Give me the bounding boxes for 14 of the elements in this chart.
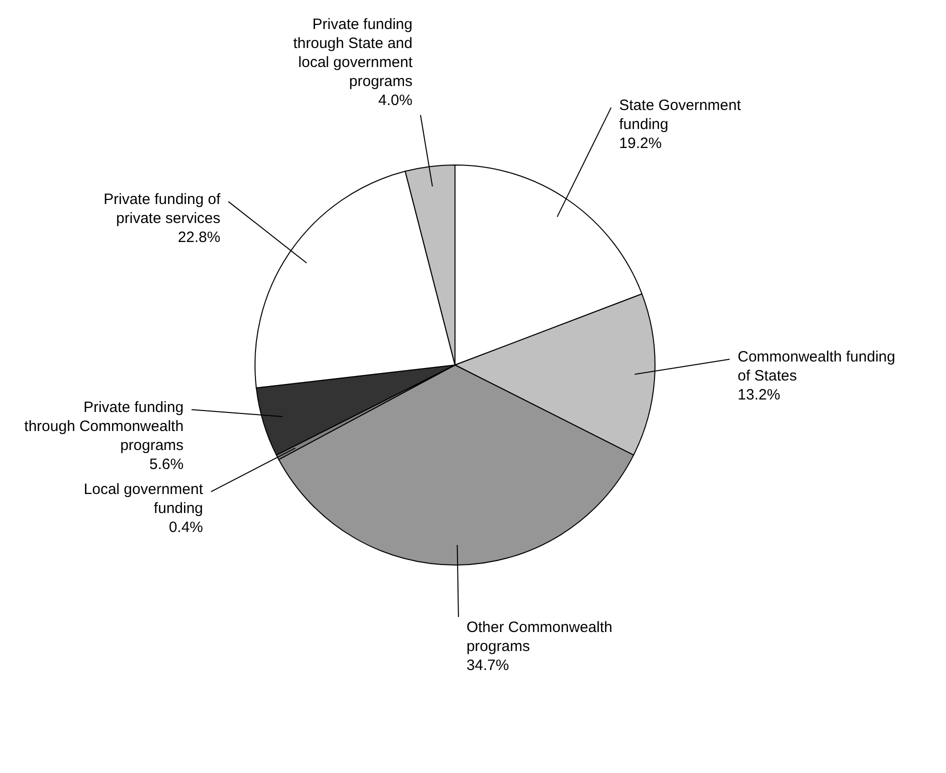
slice-label: Private funding through State and local government programs [293, 16, 414, 90]
data-label: 13.2% [738, 386, 780, 404]
slice-label: Private funding through Commonwealth programs [24, 399, 184, 454]
slice-label: Private funding of private services [104, 191, 222, 228]
data-label: 0.4% [168, 519, 204, 536]
data-label: 19.2% [619, 135, 662, 152]
data-label: 34.7% [466, 656, 510, 674]
slice-label: Local government funding [84, 481, 204, 518]
slice-label: Other Commonwealth programs [466, 618, 612, 655]
slice-label: Commonwealth funding of States [738, 348, 896, 385]
data-label: 4.0% [378, 92, 412, 110]
data-label: 22.8% [178, 229, 220, 246]
slice-label: State Government funding [619, 97, 742, 134]
data-label: 5.6% [149, 456, 184, 474]
